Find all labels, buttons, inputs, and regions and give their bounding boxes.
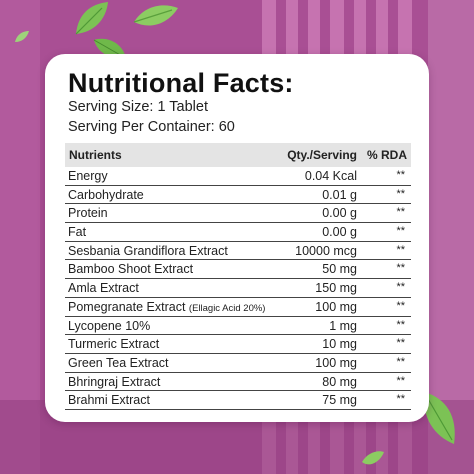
table-row: Bhringraj Extract 80 mg ** bbox=[65, 373, 411, 392]
table-row: Lycopene 10% 1 mg ** bbox=[65, 317, 411, 336]
leaf-icon bbox=[362, 451, 384, 465]
leaf-icon bbox=[133, 5, 178, 26]
nutrient-name: Bhringraj Extract bbox=[68, 375, 160, 389]
nutrient-name: Brahmi Extract bbox=[68, 393, 150, 407]
nutrient-label: Turmeric Extract bbox=[68, 337, 160, 352]
serving-per-container: Serving Per Container: 60 bbox=[68, 119, 235, 135]
nutrient-rda: ** bbox=[396, 281, 405, 294]
header-qty: Qty./Serving bbox=[287, 148, 357, 162]
nutrient-rda: ** bbox=[396, 187, 405, 200]
nutrient-qty: 150 mg bbox=[315, 281, 357, 296]
nutrient-name: Pomegranate Extract (Ellagic Acid 20%) bbox=[68, 300, 265, 314]
nutrient-rda: ** bbox=[396, 318, 405, 331]
nutrient-label: Amla Extract bbox=[68, 281, 139, 296]
nutrient-qty: 80 mg bbox=[322, 374, 357, 389]
nutrient-rda: ** bbox=[396, 206, 405, 219]
nutrient-name: Sesbania Grandiflora Extract bbox=[68, 244, 228, 258]
nutrient-rda: ** bbox=[396, 355, 405, 368]
nutrient-rda: ** bbox=[396, 337, 405, 350]
nutrient-rda: ** bbox=[396, 374, 405, 387]
nutrient-note: (Ellagic Acid 20%) bbox=[188, 302, 266, 314]
table-row: Bamboo Shoot Extract 50 mg ** bbox=[65, 260, 411, 280]
nutrient-name: Energy bbox=[68, 169, 108, 183]
nutrient-label: Protein bbox=[68, 206, 108, 221]
leaf-icon bbox=[15, 31, 29, 42]
table-row: Brahmi Extract 75 mg ** bbox=[65, 391, 411, 410]
nutrient-label: Brahmi Extract bbox=[68, 393, 150, 408]
leaf-icon bbox=[93, 38, 126, 59]
nutrition-card: Nutritional Facts: Serving Size: 1 Table… bbox=[45, 54, 429, 422]
table-row: Pomegranate Extract (Ellagic Acid 20%) 10… bbox=[65, 298, 411, 317]
nutrient-name: Turmeric Extract bbox=[68, 337, 159, 351]
nutrient-label: Carbohydrate bbox=[68, 187, 144, 202]
nutrient-label: Bhringraj Extract bbox=[68, 374, 161, 389]
table-row: Carbohydrate 0.01 g ** bbox=[65, 186, 411, 205]
page-title: Nutritional Facts: bbox=[68, 68, 294, 98]
header-nutrients: Nutrients bbox=[69, 148, 122, 162]
nutrient-rda: ** bbox=[396, 393, 405, 406]
nutrient-rda: ** bbox=[396, 243, 405, 256]
nutrient-label: Green Tea Extract bbox=[68, 355, 169, 370]
nutrient-name: Fat bbox=[68, 225, 86, 239]
leaf-icon bbox=[75, 2, 108, 35]
nutrient-qty: 0.01 g bbox=[322, 187, 357, 202]
nutrient-label: Sesbania Grandiflora Extract bbox=[68, 243, 228, 258]
nutrient-name: Green Tea Extract bbox=[68, 356, 169, 370]
nutrient-label: Energy bbox=[68, 169, 108, 183]
nutrient-qty: 100 mg bbox=[315, 299, 357, 314]
table-row: Amla Extract 150 mg ** bbox=[65, 279, 411, 298]
nutrient-name: Bamboo Shoot Extract bbox=[68, 262, 193, 276]
nutrient-qty: 0.00 g bbox=[322, 206, 357, 221]
table-row: Energy 0.04 Kcal ** bbox=[65, 167, 411, 186]
table-header: Nutrients Qty./Serving % RDA bbox=[65, 143, 411, 167]
table-row: Green Tea Extract 100 mg ** bbox=[65, 354, 411, 373]
nutrition-table: Nutrients Qty./Serving % RDA Energy 0.04 … bbox=[65, 143, 411, 410]
nutrient-label: Fat bbox=[68, 225, 87, 240]
nutrient-name: Lycopene 10% bbox=[68, 319, 150, 333]
nutrient-qty: 50 mg bbox=[322, 262, 357, 277]
nutrient-qty: 100 mg bbox=[315, 355, 357, 370]
nutrient-qty: 1 mg bbox=[329, 318, 357, 333]
nutrient-rda: ** bbox=[396, 225, 405, 238]
table-row: Protein 0.00 g ** bbox=[65, 204, 411, 224]
nutrient-qty: 0.04 Kcal bbox=[304, 169, 357, 183]
table-row: Sesbania Grandiflora Extract 10000 mcg ** bbox=[65, 242, 411, 261]
nutrient-rda: ** bbox=[396, 169, 405, 181]
nutrient-name: Protein bbox=[68, 206, 108, 220]
nutrient-name: Amla Extract bbox=[68, 281, 139, 295]
nutrient-rda: ** bbox=[396, 262, 405, 275]
nutrient-qty: 75 mg bbox=[322, 393, 357, 408]
header-rda: % RDA bbox=[366, 148, 407, 162]
table-row: Turmeric Extract 10 mg ** bbox=[65, 335, 411, 354]
nutrient-rda: ** bbox=[396, 299, 405, 312]
nutrient-name: Carbohydrate bbox=[68, 188, 144, 202]
nutrient-qty: 10000 mcg bbox=[295, 243, 357, 258]
nutrient-label: Pomegranate Extract bbox=[68, 299, 186, 314]
table-row: Fat 0.00 g ** bbox=[65, 223, 411, 242]
serving-size: Serving Size: 1 Tablet bbox=[68, 99, 208, 115]
nutrient-label: Lycopene 10% bbox=[68, 318, 151, 333]
nutrient-qty: 0.00 g bbox=[322, 225, 357, 240]
nutrient-qty: 10 mg bbox=[322, 337, 357, 352]
nutrient-label: Bamboo Shoot Extract bbox=[68, 262, 194, 277]
